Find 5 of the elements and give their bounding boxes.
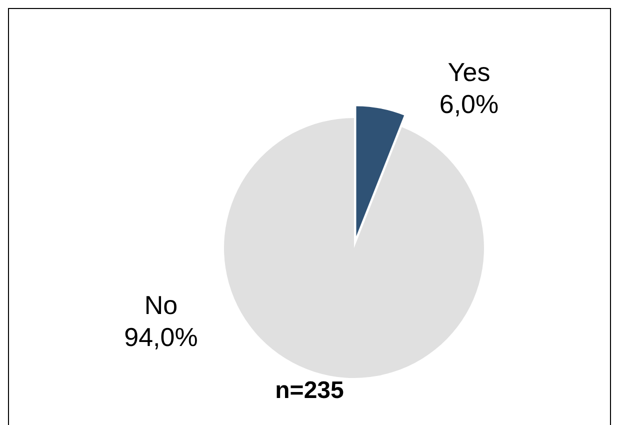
slice-label: No xyxy=(144,290,178,320)
slice-label: Yes xyxy=(448,57,490,87)
data-label: 94,0% xyxy=(124,322,198,352)
data-label: 6,0% xyxy=(439,89,499,119)
text: n=235 xyxy=(274,377,345,405)
